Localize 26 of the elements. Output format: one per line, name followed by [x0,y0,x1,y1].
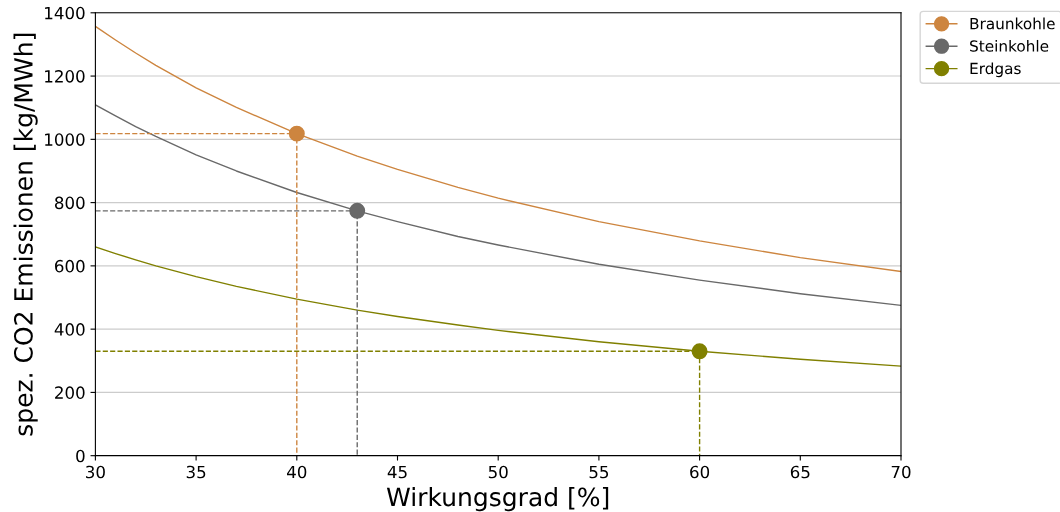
x-axis-title: Wirkungsgrad [%] [386,487,609,512]
legend-label: Braunkohle [970,17,1055,30]
legend-label: Erdgas [970,62,1021,78]
x-tick-label: 50 [488,465,508,479]
line-series [95,25,901,273]
y-tick-label: 1000 [45,133,85,146]
legend-label: Steinkohle [970,39,1049,52]
x-tick-label: 60 [690,465,710,479]
y-tick-label: 600 [55,259,85,273]
x-tick-label: 55 [589,465,609,479]
y-tick-label: 400 [54,323,85,336]
point [691,343,708,360]
x-tick-label: 40 [287,465,307,479]
x-tick-label: 35 [186,465,206,479]
y-tick-label: 1200 [45,70,85,83]
y-tick-label: 200 [55,386,85,399]
x-tick-label: 70 [891,465,911,479]
point [288,125,305,142]
x-tick-label: 65 [790,465,810,479]
y-tick-label: 1400 [45,6,85,20]
x-tick-label: 30 [86,465,105,479]
y-tick-label: 800 [55,196,85,210]
point [349,202,366,219]
x-tick-label: 45 [387,465,407,479]
y-axis-title: spez. CO2 Emissionen [kg/MWh] [13,33,38,436]
y-tick-label: 0 [76,449,85,463]
